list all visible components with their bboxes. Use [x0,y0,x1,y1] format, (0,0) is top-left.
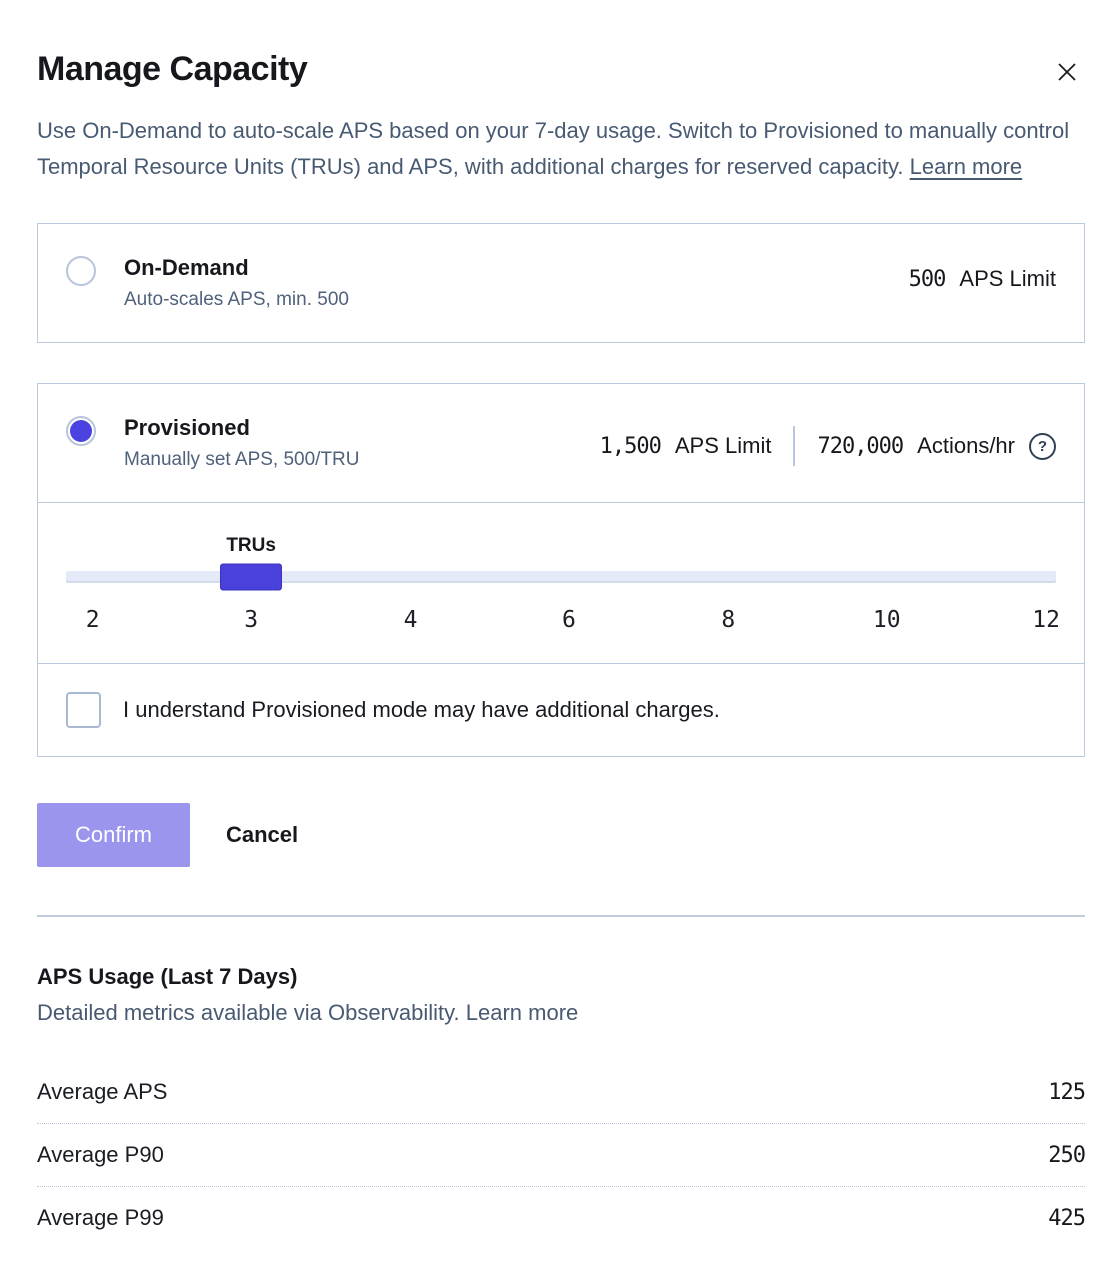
provisioned-actions-value: 720,000 [817,433,904,459]
close-button[interactable] [1049,54,1085,93]
usage-subtitle-text: Detailed metrics available via Observabi… [37,1000,466,1025]
on-demand-label: On-Demand [124,255,249,280]
dialog-description: Use On-Demand to auto-scale APS based on… [37,113,1082,185]
slider-label-row: TRUs [66,535,1056,563]
description-text: Use On-Demand to auto-scale APS based on… [37,118,1070,179]
learn-more-link[interactable]: Learn more [909,154,1023,179]
usage-table: Average APS 125 Average P90 250 Average … [37,1061,1086,1249]
radio-provisioned[interactable] [66,416,96,446]
on-demand-row: On-Demand Auto-scales APS, min. 500 500 … [38,224,1084,342]
on-demand-sublabel: Auto-scales APS, min. 500 [124,289,349,310]
provisioned-aps-label: APS Limit [674,433,772,458]
slider-tick: 12 [1032,607,1060,633]
provisioned-aps-value: 1,500 [599,433,662,459]
tru-slider: TRUs 2 3 4 6 8 10 12 [66,535,1060,637]
page-title: Manage Capacity [37,50,308,88]
option-card-on-demand[interactable]: On-Demand Auto-scales APS, min. 500 500 … [37,223,1085,343]
table-row: Average P90 250 [37,1123,1086,1186]
on-demand-text: On-Demand Auto-scales APS, min. 500 [124,254,349,312]
confirm-button[interactable]: Confirm [37,803,190,867]
row-label: Average P90 [37,1142,164,1167]
slider-tick: 3 [244,607,259,633]
dialog-header: Manage Capacity [37,48,1085,93]
acknowledgement-checkbox[interactable] [66,692,101,728]
acknowledgement-row: I understand Provisioned mode may have a… [38,663,1084,756]
row-label: Average APS [37,1079,168,1104]
row-label: Average P99 [37,1205,164,1230]
usage-subtitle: Detailed metrics available via Observabi… [37,999,1085,1027]
provisioned-sublabel: Manually set APS, 500/TRU [124,449,360,470]
on-demand-aps-label: APS Limit [959,266,1056,291]
slider-ticks: 2 3 4 6 8 10 12 [66,607,1060,637]
close-icon [1058,63,1076,81]
dialog-actions: Confirm Cancel [37,803,1085,867]
slider-handle[interactable] [220,563,283,591]
table-row: Average P99 425 [37,1186,1086,1249]
slider-tick: 8 [721,607,736,633]
row-value: 425 [1048,1205,1086,1231]
provisioned-text: Provisioned Manually set APS, 500/TRU [124,414,360,472]
help-icon[interactable]: ? [1029,432,1056,460]
usage-learn-more-link[interactable]: Learn more [465,1000,579,1025]
cancel-button[interactable]: Cancel [226,822,299,847]
provisioned-label: Provisioned [124,415,250,440]
on-demand-aps-value: 500 [908,266,947,292]
row-value: 125 [1048,1079,1086,1105]
slider-label: TRUs [226,535,276,556]
slider-tick: 6 [561,607,576,633]
acknowledgement-label: I understand Provisioned mode may have a… [123,697,720,722]
value-divider [793,426,796,466]
radio-on-demand[interactable] [66,256,96,286]
row-value: 250 [1048,1142,1086,1168]
on-demand-values: 500 APS Limit [909,254,1056,292]
provisioned-actions-label: Actions/hr [917,433,1015,458]
table-row: Average APS 125 [37,1061,1086,1123]
tru-slider-section: TRUs 2 3 4 6 8 10 12 [38,502,1084,663]
slider-tick: 10 [872,607,901,633]
usage-title: APS Usage (Last 7 Days) [37,964,298,989]
provisioned-row: Provisioned Manually set APS, 500/TRU 1,… [38,384,1084,502]
section-divider [37,915,1085,917]
provisioned-values: 1,500 APS Limit 720,000 Actions/hr ? [600,414,1056,466]
slider-tick: 4 [403,607,418,633]
slider-tick: 2 [85,607,100,633]
slider-track[interactable] [66,563,1056,591]
option-card-provisioned[interactable]: Provisioned Manually set APS, 500/TRU 1,… [37,383,1085,757]
